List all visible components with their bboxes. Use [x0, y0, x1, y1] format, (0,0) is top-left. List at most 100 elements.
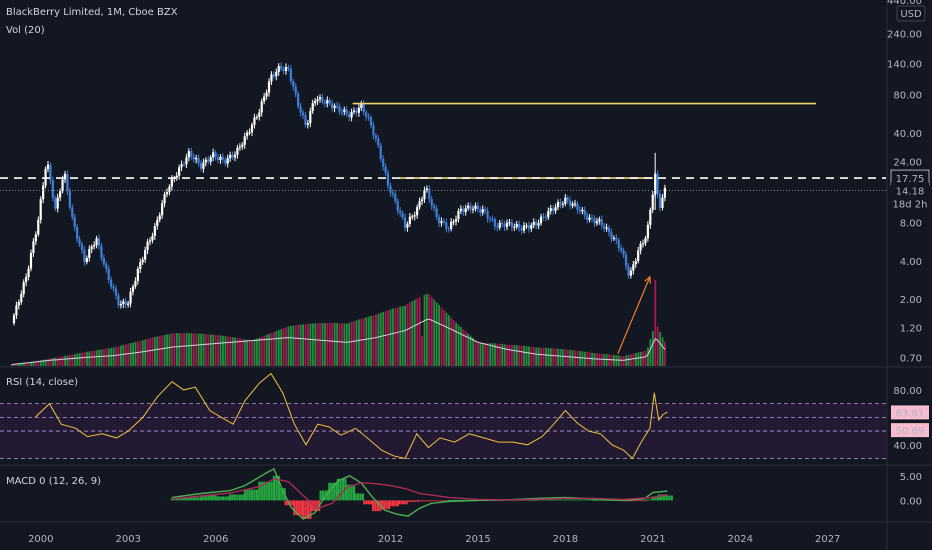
candle-body	[510, 222, 513, 228]
candle-body	[112, 287, 115, 289]
currency-badge[interactable]	[896, 5, 926, 22]
candle-body	[37, 219, 40, 235]
volume-bar	[141, 340, 144, 366]
price-tick-label: 24.00	[893, 157, 922, 168]
volume-label[interactable]: Vol (20)	[6, 25, 45, 36]
arrow-annotation-head	[644, 275, 651, 284]
candle-body	[134, 280, 137, 287]
macd-histogram-bar	[447, 499, 450, 501]
candle-body	[479, 209, 482, 213]
candle-body	[314, 100, 317, 104]
volume-bar	[207, 334, 210, 366]
candle-body	[372, 125, 375, 136]
macd-histogram-bar	[586, 499, 589, 501]
volume-bar	[474, 339, 477, 366]
candle-body	[272, 74, 275, 77]
current-price-label: 14.18	[896, 187, 925, 198]
volume-bar	[605, 354, 608, 366]
candle-body	[624, 254, 628, 267]
macd-histogram-bar	[270, 481, 273, 501]
candle-body	[158, 215, 161, 220]
price-tick-label: 140.00	[887, 60, 922, 71]
volume-bar	[467, 333, 470, 366]
macd-histogram-bar	[209, 495, 212, 501]
volume-bar	[197, 333, 200, 366]
currency-label: USD	[900, 9, 922, 20]
candle-body	[462, 208, 465, 213]
volume-bar	[528, 346, 530, 366]
candle-body	[202, 162, 205, 169]
macd-histogram-bar	[547, 499, 550, 501]
candle-body	[46, 164, 50, 169]
macd-histogram-bar	[207, 495, 210, 501]
volume-bar	[430, 297, 433, 366]
volume-bar	[535, 347, 538, 366]
symbol-title[interactable]: BlackBerry Limited, 1M, Cboe BZX	[6, 7, 178, 18]
volume-bar	[610, 354, 613, 366]
candle-body	[593, 218, 596, 224]
candle-body	[44, 168, 47, 186]
candle-body	[435, 208, 438, 217]
candle-body	[348, 114, 351, 118]
macd-histogram-bar	[286, 500, 290, 506]
candle-body	[304, 115, 307, 126]
candle-body	[294, 86, 297, 94]
candle-body	[503, 224, 506, 228]
volume-bar	[494, 343, 496, 366]
macd-histogram-bar	[450, 499, 453, 501]
macd-histogram-bar	[234, 494, 237, 501]
macd-histogram-bar	[356, 493, 360, 501]
candle-body	[508, 222, 511, 224]
price-tick-label: 40.00	[893, 129, 922, 140]
volume-bar	[537, 347, 540, 366]
volume-bar	[73, 354, 76, 366]
volume-bar	[501, 344, 504, 366]
candle-body	[498, 222, 501, 228]
volume-bar	[248, 340, 251, 366]
macd-histogram-bar	[442, 500, 445, 502]
candle-body	[607, 227, 611, 233]
macd-histogram-bar	[574, 499, 577, 501]
macd-histogram-bar	[365, 500, 368, 505]
macd-histogram-bar	[315, 500, 318, 512]
candle-body	[27, 268, 30, 278]
macd-histogram-bar	[383, 500, 386, 510]
volume-bar	[202, 333, 205, 366]
candle-body	[335, 105, 339, 107]
candle-body	[663, 187, 666, 198]
candle-body	[408, 216, 411, 224]
volume-bar	[124, 344, 127, 366]
candle-body	[12, 315, 16, 324]
candle-body	[646, 224, 649, 239]
volume-bar	[83, 352, 86, 366]
macd-histogram-bar	[195, 497, 198, 501]
candle-body	[641, 243, 645, 245]
macd-histogram-bar	[593, 499, 596, 501]
macd-histogram-bar	[398, 500, 401, 505]
rsi-title[interactable]: RSI (14, close)	[6, 377, 78, 388]
macd-histogram-bar	[544, 499, 548, 501]
volume-bar	[195, 333, 198, 366]
candle-body	[566, 197, 569, 201]
volume-bar	[120, 345, 122, 366]
volume-bar	[530, 346, 533, 366]
macd-title[interactable]: MACD 0 (12, 26, 9)	[6, 476, 101, 487]
macd-histogram-bar	[591, 499, 594, 501]
candle-body	[170, 178, 173, 187]
price-tick-label: 8.00	[900, 218, 922, 229]
candle-body	[226, 158, 229, 164]
volume-bar	[15, 363, 18, 366]
volume-bar	[372, 315, 375, 366]
candle-body	[270, 74, 273, 82]
macd-histogram-bar	[187, 497, 191, 501]
volume-bar	[39, 360, 42, 366]
volume-bar	[496, 343, 499, 366]
macd-histogram-bar	[348, 484, 351, 501]
volume-bar	[423, 294, 426, 366]
volume-bar	[654, 280, 657, 366]
volume-bar	[144, 339, 147, 366]
macd-histogram-bar	[284, 500, 287, 506]
volume-bar	[377, 313, 380, 366]
candle-body	[639, 243, 642, 251]
